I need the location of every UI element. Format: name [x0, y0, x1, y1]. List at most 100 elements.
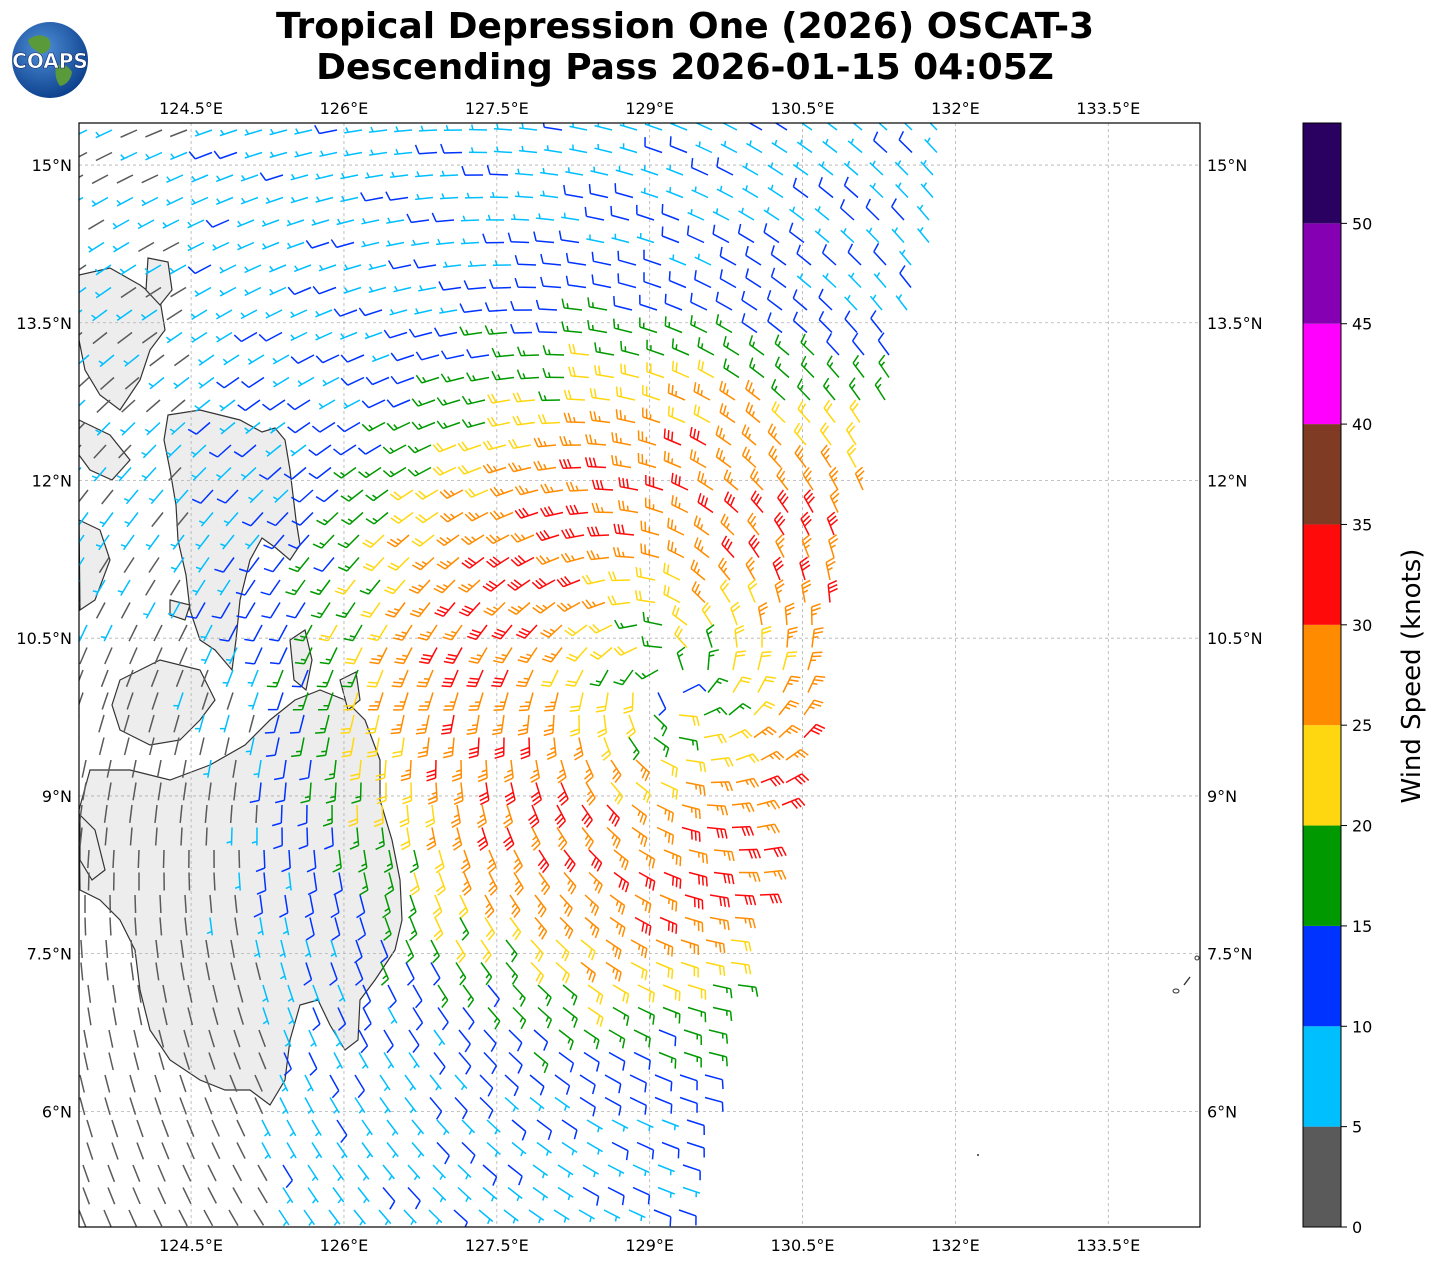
wind-barb [88, 219, 105, 230]
wind-barb [771, 401, 786, 424]
wind-barb [482, 233, 505, 244]
wind-barb [590, 166, 609, 176]
wind-barb [753, 726, 777, 739]
wind-barb [261, 602, 281, 619]
wind-barb [226, 692, 234, 710]
wind-barb [693, 404, 711, 424]
wind-barb [290, 196, 309, 204]
wind-barb [507, 1186, 523, 1202]
wind-barb [154, 1074, 162, 1093]
wind-barb [829, 489, 840, 513]
wind-barb [535, 322, 558, 334]
wind-barb [237, 984, 244, 1003]
wind-barb [400, 827, 411, 851]
lon-label-top: 132°E [931, 99, 980, 118]
wind-barb [176, 512, 189, 527]
wind-barb [540, 167, 559, 176]
wind-barb [354, 1097, 366, 1114]
wind-barb [194, 286, 212, 297]
wind-barb [920, 159, 934, 176]
wind-barb [256, 872, 267, 895]
wind-barb [411, 534, 435, 547]
wind-barb [424, 804, 436, 828]
wind-barb [373, 804, 384, 828]
wind-barb [145, 579, 156, 596]
wind-barb [484, 325, 508, 335]
wind-barb [279, 1074, 289, 1092]
wind-barb [460, 534, 485, 546]
wind-barb [642, 407, 661, 424]
wind-barb [349, 759, 362, 781]
wind-barb [137, 984, 142, 1003]
wind-barb [362, 984, 372, 1009]
wind-barbs-layer [79, 123, 938, 1227]
wind-barb [869, 182, 884, 199]
wind-barb [415, 193, 434, 201]
wind-barb [215, 309, 233, 320]
wind-barb [237, 241, 255, 251]
wind-barb [797, 400, 811, 423]
wind-barb [894, 160, 909, 176]
wind-barb [293, 624, 313, 642]
wind-barb [316, 737, 330, 758]
wind-barb [341, 669, 359, 688]
wind-barb [158, 1029, 165, 1048]
wind-barb [694, 253, 712, 266]
wind-barb [137, 1007, 143, 1026]
wind-barb [225, 647, 238, 665]
wind-barb [658, 1029, 677, 1047]
title-line-1: Tropical Depression One (2026) OSCAT-3 [275, 6, 1095, 47]
wind-barb [407, 1164, 421, 1181]
wind-barb [343, 399, 361, 410]
wind-barb [916, 204, 930, 221]
wind-barb [715, 314, 733, 334]
wind-barb [557, 782, 569, 806]
wind-barb [333, 466, 357, 479]
wind-barb [562, 1006, 578, 1028]
wind-barb [756, 799, 781, 810]
wind-barb [260, 579, 281, 596]
wind-barb [100, 669, 109, 688]
wind-barb [589, 669, 609, 687]
wind-barb [159, 917, 163, 936]
wind-barb [917, 226, 930, 243]
wind-barb [123, 489, 139, 505]
wind-barb [349, 827, 360, 850]
wind-barb [241, 376, 265, 389]
wind-barb [777, 489, 789, 513]
wind-barb [105, 939, 109, 958]
wind-barb [533, 1051, 549, 1074]
wind-barb [640, 520, 660, 536]
wind-barb [248, 692, 259, 710]
wind-barb [768, 445, 782, 469]
wind-barb [87, 984, 92, 1003]
wind-barb [269, 151, 288, 159]
wind-barb [155, 962, 160, 981]
wind-barb [455, 962, 467, 986]
wind-barb [368, 263, 387, 271]
wind-barb [330, 239, 355, 249]
wind-barb [91, 174, 109, 185]
wind-barb [205, 939, 210, 958]
wind-barb [559, 894, 573, 917]
wind-barb [341, 737, 355, 758]
wind-barb [79, 804, 83, 823]
wind-barb [771, 378, 786, 401]
colorbar-bin [1303, 624, 1341, 726]
wind-barb [691, 186, 709, 199]
colorbar-bin [1303, 323, 1341, 425]
wind-barb [132, 1164, 141, 1182]
wind-barb [441, 714, 455, 735]
wind-barb [814, 206, 830, 221]
wind-barb [100, 624, 113, 642]
wind-barb [371, 354, 390, 363]
wind-barb [360, 602, 381, 618]
wind-barb [405, 962, 415, 986]
wind-barb [409, 917, 418, 941]
wind-barb [586, 1141, 603, 1155]
wind-barb [745, 268, 762, 289]
wind-barb [690, 559, 706, 581]
wind-barb [561, 1141, 578, 1156]
wind-barb [760, 750, 785, 761]
wind-barb [230, 962, 236, 981]
